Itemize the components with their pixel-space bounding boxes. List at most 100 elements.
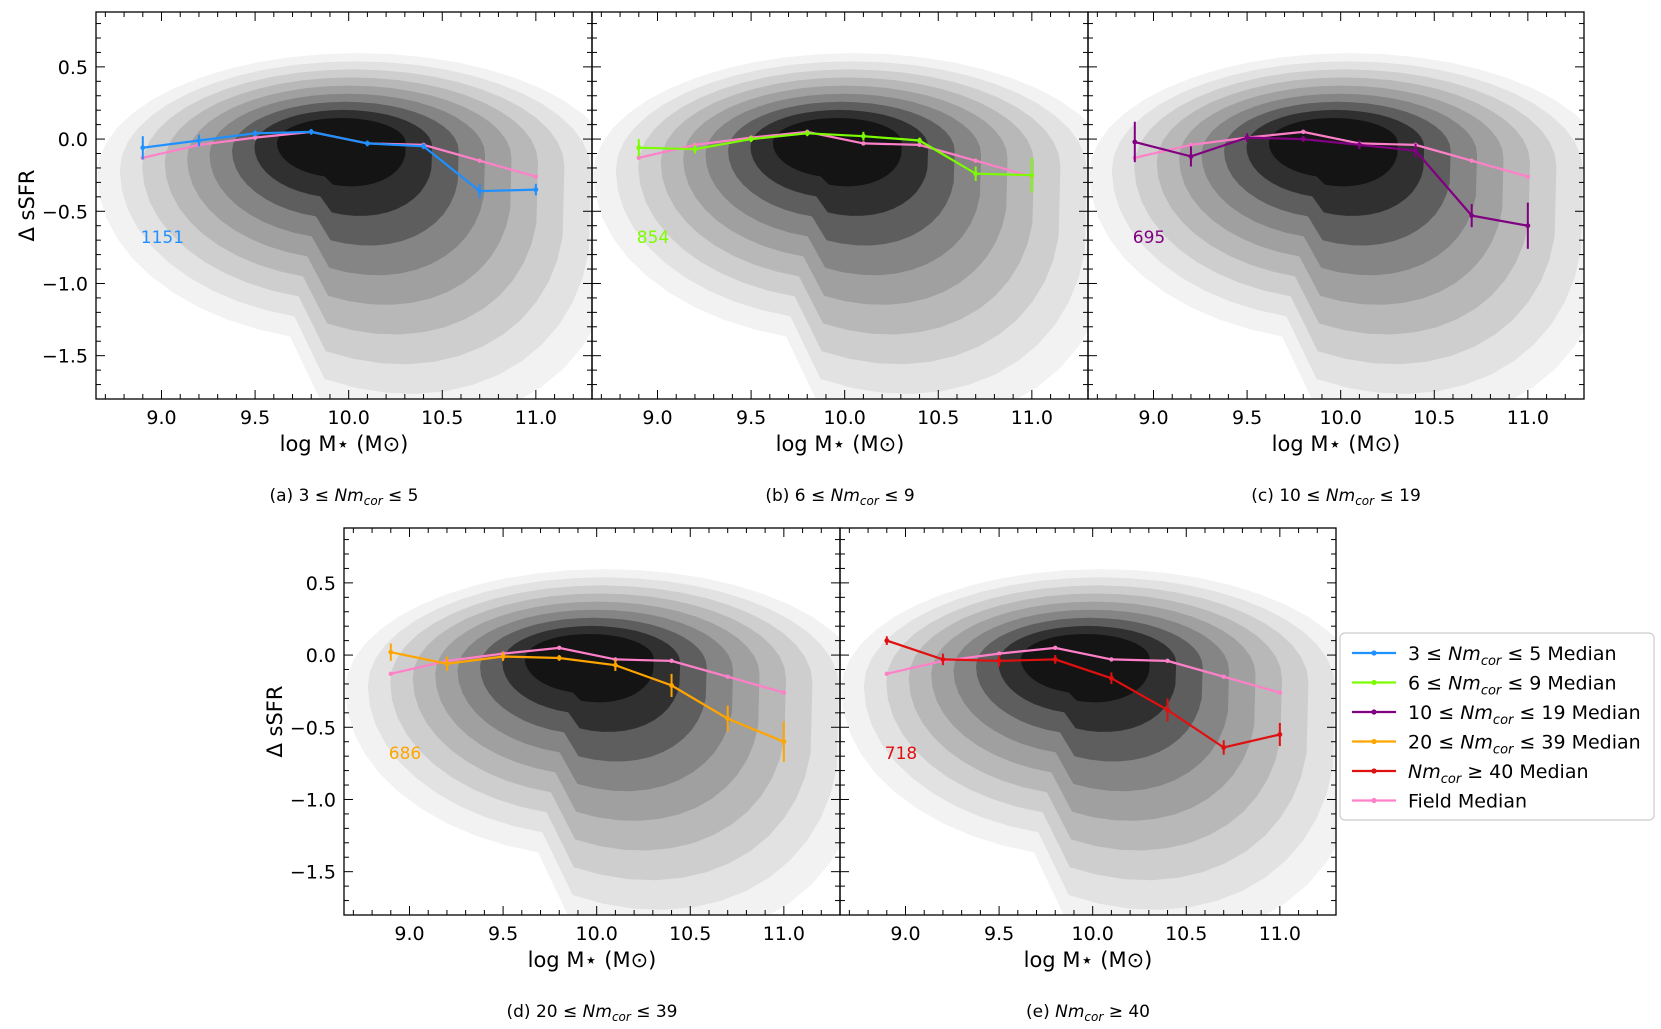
field-median-line xyxy=(390,646,785,694)
legend-nm: Nm xyxy=(1448,673,1481,695)
x-tick-label: 9.5 xyxy=(984,923,1014,945)
group-median-point xyxy=(1052,657,1058,662)
group-median-point xyxy=(1221,745,1227,750)
field-median-point xyxy=(1165,658,1170,664)
group-median-point xyxy=(1108,675,1114,681)
field-median-point xyxy=(861,141,866,146)
y-tick-label: 0.5 xyxy=(306,573,336,595)
panel-caption: (c) 10 ≤ Nmcor ≤ 19 xyxy=(1251,486,1421,508)
caption-prefix: (d) 20 ≤ xyxy=(507,1002,583,1022)
field-median-point xyxy=(1109,657,1114,662)
field-median-point xyxy=(669,658,674,664)
group-median-line xyxy=(1134,136,1528,227)
field-median-point xyxy=(781,690,787,695)
panel-c: 9.0 9.5 10.0 10.5 11.0 log M⋆ (M⊙) 695 (c) 10 ≤… xyxy=(1087,11,1585,508)
x-tick-label: 11.0 xyxy=(1507,407,1549,429)
group-median-point xyxy=(477,188,483,194)
caption-sub: cor xyxy=(612,1010,632,1024)
caption-suffix: ≤ 9 xyxy=(879,486,915,506)
group-median-point xyxy=(1188,154,1194,159)
y-tick-label: −0.5 xyxy=(290,717,336,739)
panel-e: 9.0 9.5 10.0 10.5 11.0 log M⋆ (M⊙) 718 (e) Nmco… xyxy=(839,527,1337,1024)
group-median-point xyxy=(444,661,450,667)
sample-count: 1151 xyxy=(141,228,184,248)
contour-level-9 xyxy=(524,634,654,703)
group-median-point xyxy=(804,130,810,136)
group-median-point xyxy=(636,145,642,151)
x-axis-label: log M⋆ (M⊙) xyxy=(280,432,409,456)
y-tick-label: −0.5 xyxy=(42,201,88,223)
field-median-line xyxy=(638,130,1033,178)
panel-caption: (d) 20 ≤ Nmcor ≤ 39 xyxy=(507,1002,678,1024)
group-median-point xyxy=(421,143,426,149)
x-tick-label: 11.0 xyxy=(515,407,557,429)
legend-nm: Nm xyxy=(1448,643,1481,665)
caption-suffix: ≤ 5 xyxy=(383,486,419,506)
x-axis-label: log M⋆ (M⊙) xyxy=(1272,432,1401,456)
caption-suffix: ≥ 40 xyxy=(1103,1002,1150,1022)
field-median-point xyxy=(533,174,539,179)
group-median-point xyxy=(252,130,258,136)
x-tick-label: 10.5 xyxy=(1165,923,1207,945)
caption-nm: Nm xyxy=(1326,486,1355,506)
group-median-point xyxy=(308,129,314,135)
caption-sub: cor xyxy=(1084,1010,1104,1024)
group-median-point xyxy=(884,638,890,644)
group-median-point xyxy=(556,655,562,661)
group-median-point xyxy=(1300,136,1306,142)
contour-level-9 xyxy=(1020,634,1150,703)
field-median-point xyxy=(1469,158,1474,163)
group-median-point xyxy=(1277,732,1283,737)
field-median-point xyxy=(477,158,482,163)
sample-count: 718 xyxy=(885,744,917,764)
caption-prefix: (e) xyxy=(1026,1002,1055,1022)
group-median-point xyxy=(364,141,370,146)
legend-entry: 3 ≤ Nmcor ≤ 5 Median xyxy=(1408,643,1617,669)
group-median-point xyxy=(917,138,922,143)
field-median-point xyxy=(1301,129,1306,135)
group-median-point xyxy=(781,739,787,745)
group-median-point xyxy=(612,662,618,668)
field-median-point xyxy=(1221,674,1226,679)
legend-sub: cor xyxy=(1493,743,1515,758)
caption-sub: cor xyxy=(860,494,880,508)
caption-prefix: (b) 6 ≤ xyxy=(765,486,830,506)
field-median-point xyxy=(252,135,258,140)
group-median-point xyxy=(1525,223,1531,229)
legend-sub: cor xyxy=(1481,654,1503,669)
group-median-line xyxy=(390,651,785,743)
field-median-point xyxy=(388,671,393,677)
x-tick-label: 11.0 xyxy=(1011,407,1053,429)
legend-suffix: ≤ 5 Median xyxy=(1501,643,1616,665)
group-median-point xyxy=(996,658,1002,664)
y-tick-label: 0.0 xyxy=(58,129,88,151)
legend-nm: Nm xyxy=(1408,761,1441,783)
x-tick-label: 10.5 xyxy=(669,923,711,945)
field-median-point xyxy=(996,651,1002,656)
caption-nm: Nm xyxy=(583,1002,612,1022)
legend-prefix: 20 ≤ xyxy=(1408,732,1460,754)
group-median-point xyxy=(1413,148,1418,154)
x-tick-label: 9.0 xyxy=(146,407,176,429)
y-tick-label: 0.5 xyxy=(58,57,88,79)
plot-frame xyxy=(1087,11,1585,400)
x-tick-label: 10.0 xyxy=(1320,407,1362,429)
legend-swatch-marker xyxy=(1371,679,1377,686)
caption-sub: cor xyxy=(1355,494,1375,508)
density-contours xyxy=(1089,53,1584,399)
group-median-point xyxy=(1244,135,1250,141)
group-median-point xyxy=(1029,172,1035,178)
field-median-point xyxy=(973,158,978,163)
legend-box xyxy=(1339,632,1655,821)
legend-nm: Nm xyxy=(1460,732,1493,754)
caption-sub: cor xyxy=(364,494,384,508)
group-median-point xyxy=(973,171,979,177)
group-median-point xyxy=(748,136,754,142)
y-axis-label: Δ sSFR xyxy=(263,686,287,758)
caption-suffix: ≤ 19 xyxy=(1374,486,1421,506)
group-median-point xyxy=(692,146,698,152)
panel-d: 9.0 9.5 10.0 10.5 11.0 0.5 0.0 −0.5 −1.0 −1.5 log … xyxy=(263,527,841,1024)
density-contours xyxy=(841,569,1336,915)
sample-count: 686 xyxy=(389,744,421,764)
